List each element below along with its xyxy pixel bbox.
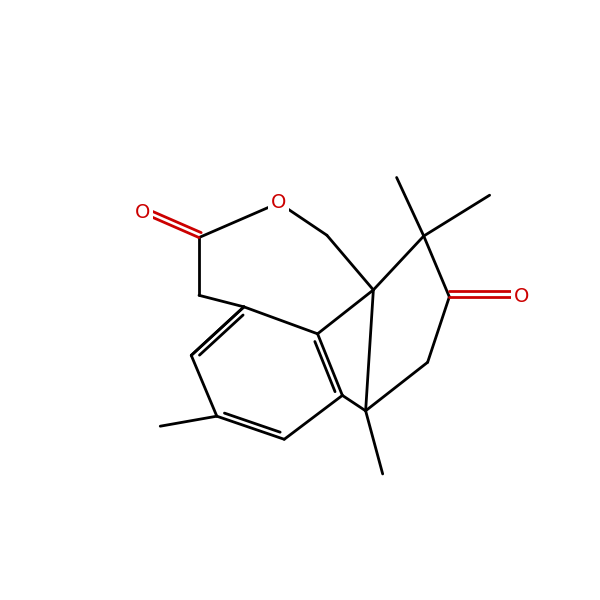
Text: O: O [514, 287, 529, 307]
Text: O: O [135, 203, 150, 223]
Text: O: O [271, 193, 287, 212]
